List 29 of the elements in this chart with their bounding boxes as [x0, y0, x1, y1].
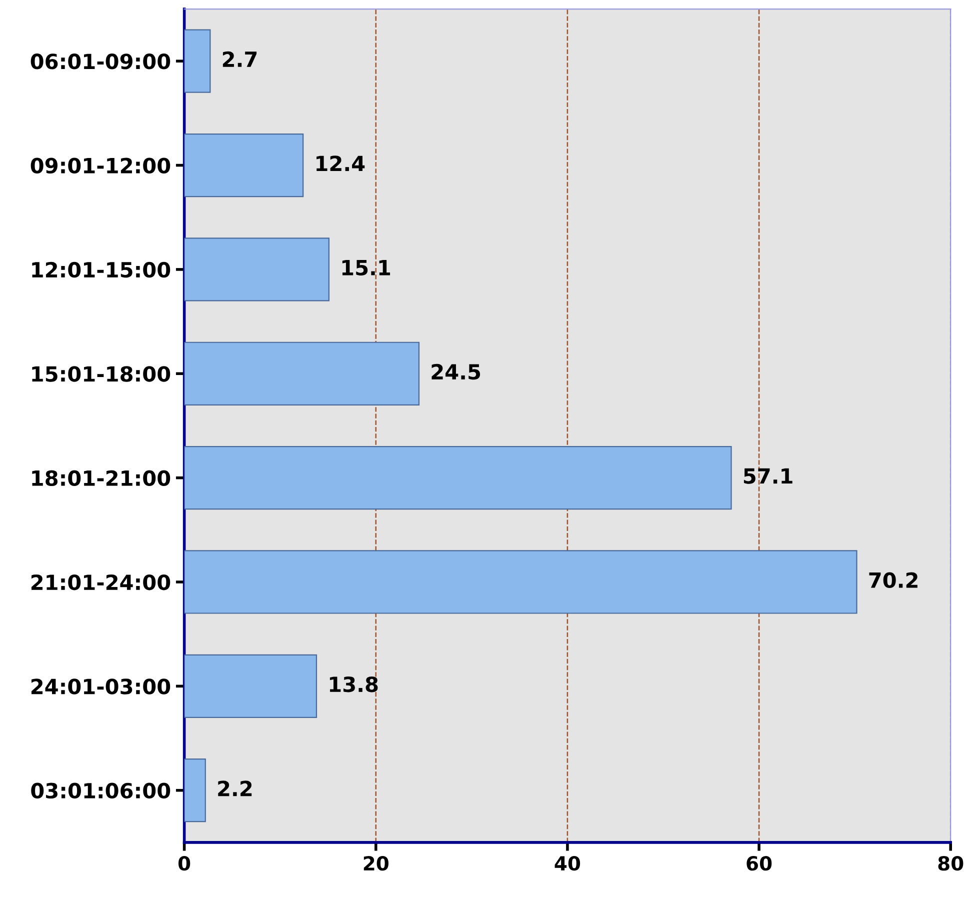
bar	[184, 654, 318, 718]
y-tick-label: 03:01:06:00	[31, 782, 170, 799]
x-tick-label: 20	[364, 856, 388, 871]
bar	[184, 342, 420, 406]
bar	[184, 133, 304, 198]
x-tick-label: 60	[746, 856, 772, 871]
y-tick-label: 09:01-12:00	[30, 158, 170, 174]
data-label: 15.1	[342, 260, 390, 276]
data-label: 2.7	[222, 51, 257, 67]
x-tick-label: 0	[178, 856, 190, 871]
data-label: 13.8	[330, 676, 378, 692]
bar	[184, 446, 732, 510]
y-tick-label: 21:01-24:00	[31, 574, 170, 590]
y-tick-label: 12:01-15:00	[32, 262, 170, 278]
bar	[184, 238, 330, 302]
bar	[184, 29, 211, 93]
data-label: 24.5	[432, 364, 480, 380]
y-tick-label: 18:01-21:00	[32, 470, 170, 486]
data-label: 2.2	[218, 780, 252, 796]
data-label: 57.1	[744, 468, 792, 484]
x-tick-label: 80	[938, 856, 964, 871]
bar	[184, 550, 858, 614]
data-label: 12.4	[316, 156, 365, 172]
y-tick-label: 15:01-18:00	[32, 366, 170, 382]
data-label: 70.2	[869, 572, 918, 588]
x-tick-label: 40	[554, 856, 580, 871]
y-tick-label: 06:01-09:00	[30, 54, 170, 70]
bar	[184, 758, 206, 822]
y-tick-label: 24:01-03:00	[31, 678, 170, 694]
